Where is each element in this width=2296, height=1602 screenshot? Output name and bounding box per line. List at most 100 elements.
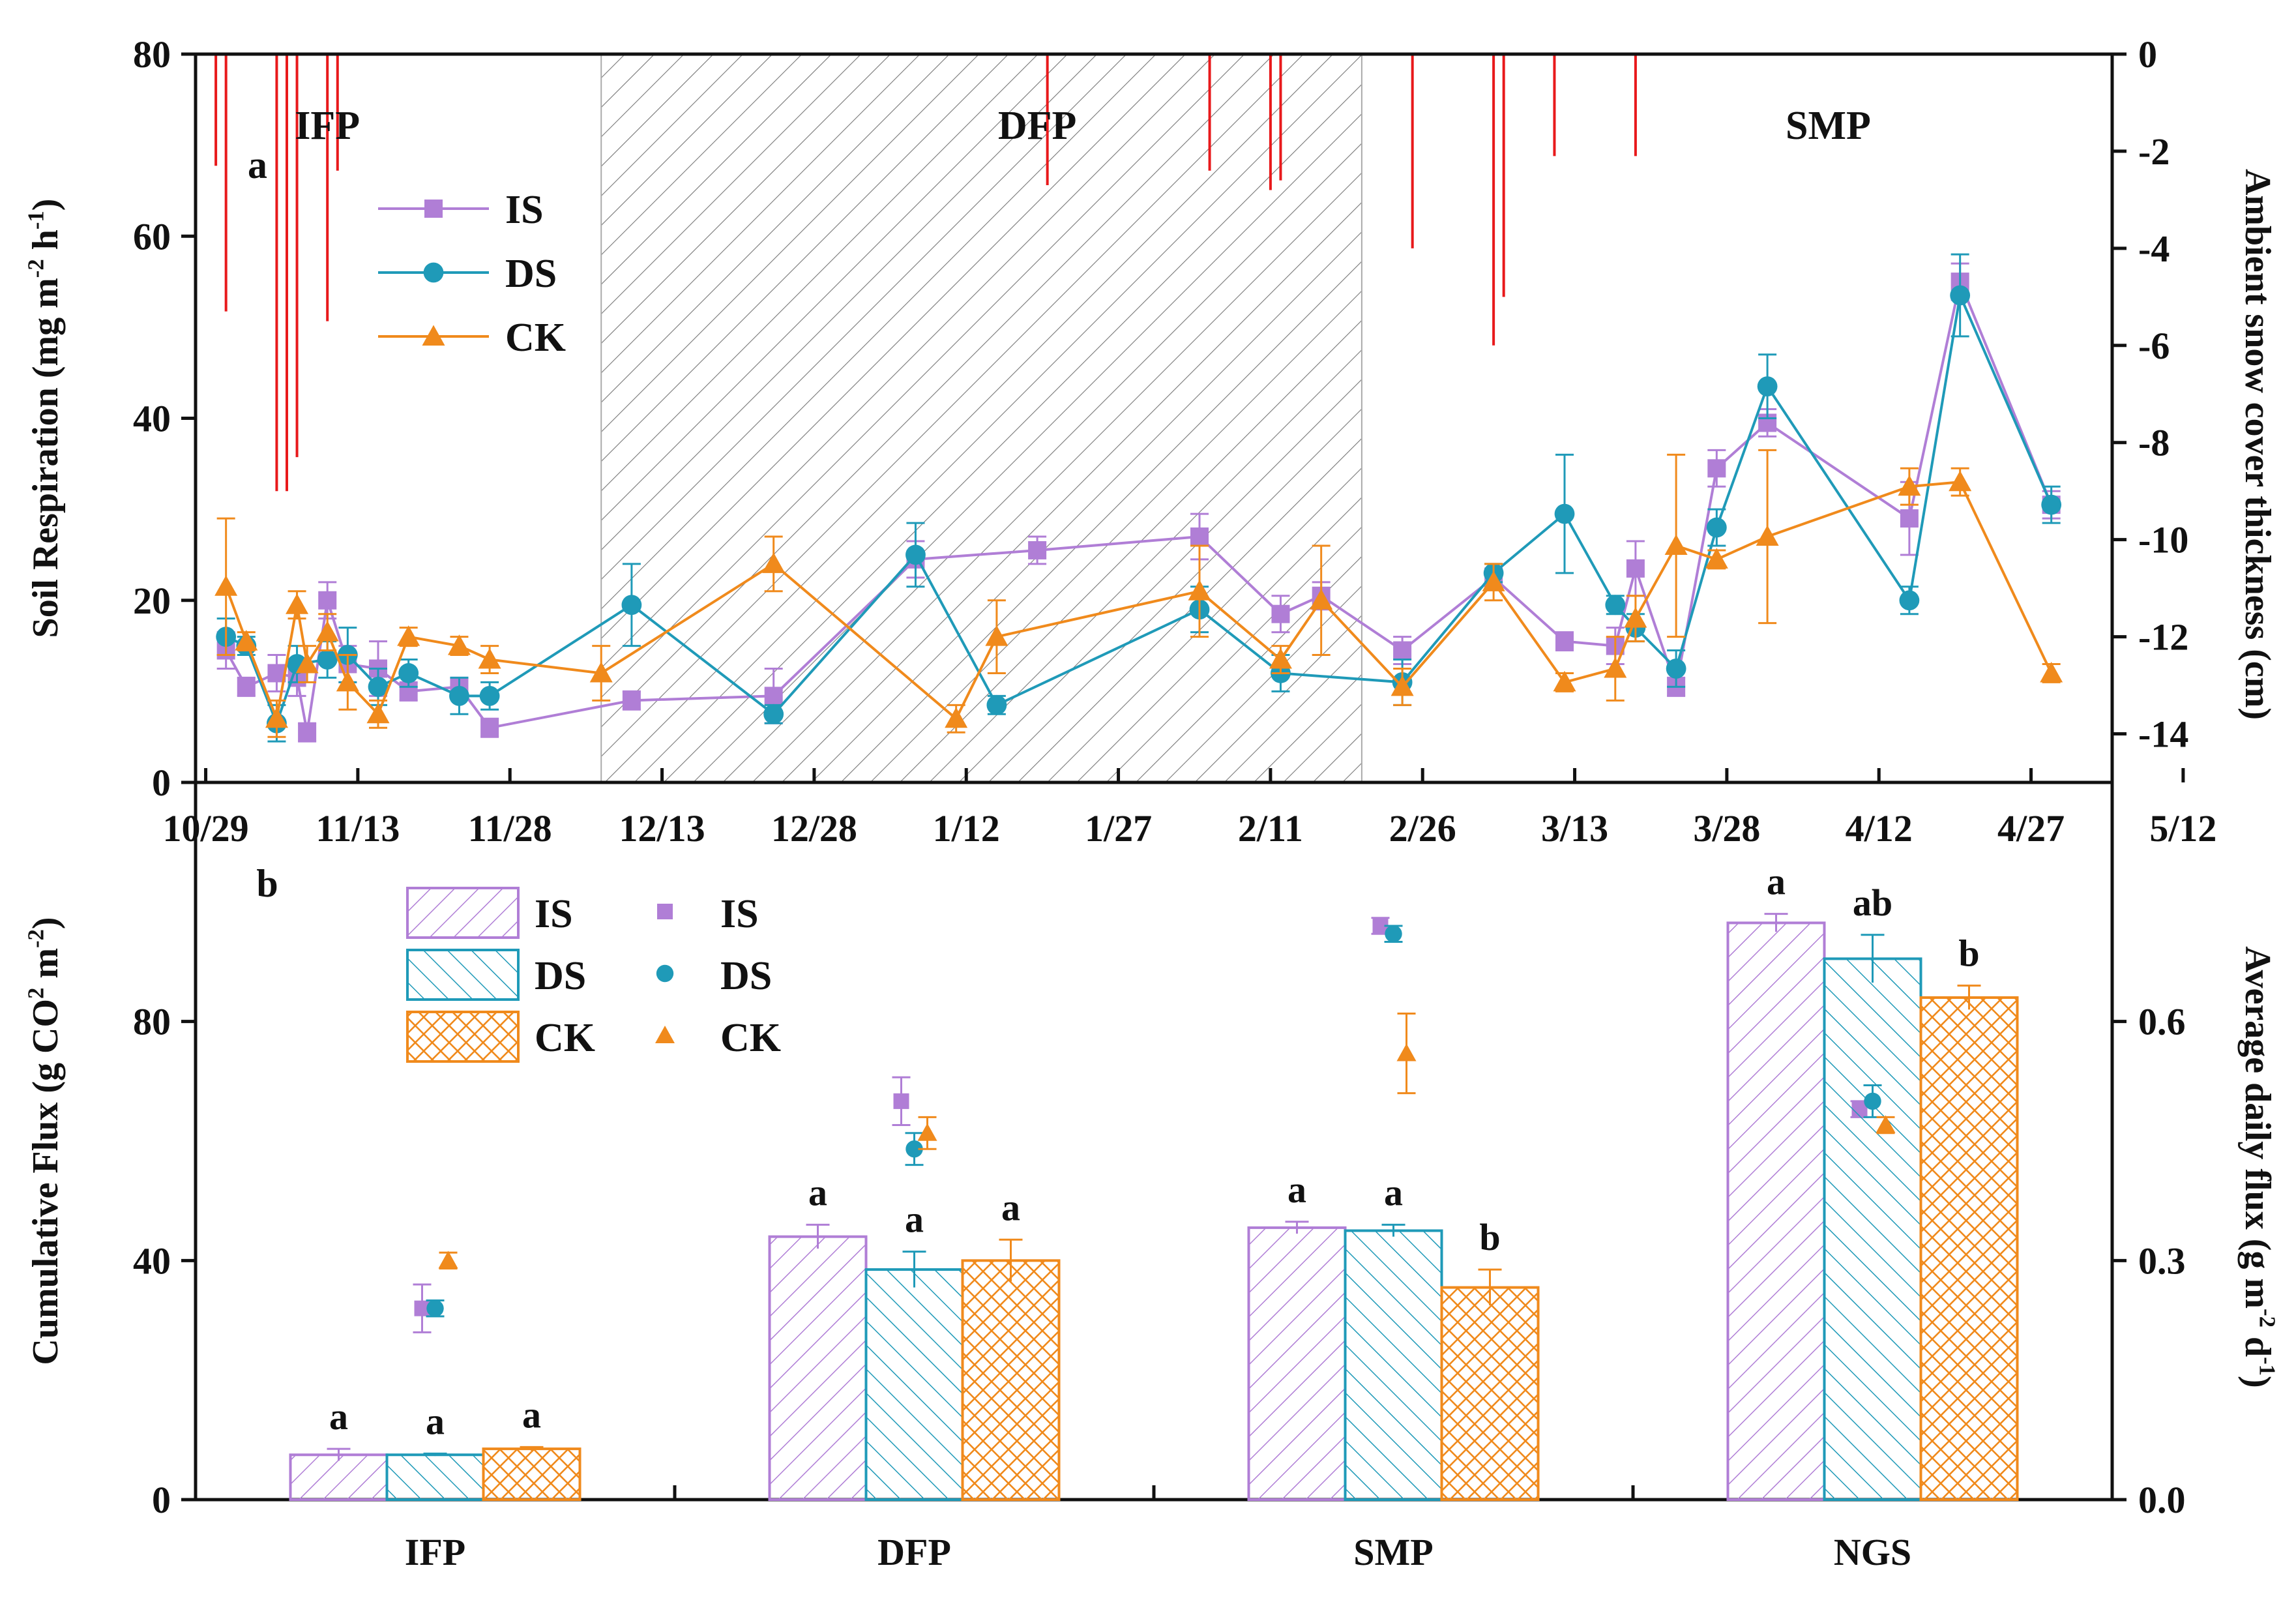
y-axis-label-b-part: -2 <box>23 929 49 948</box>
data-point-ds <box>368 676 389 697</box>
y-tick-label: 40 <box>133 398 171 440</box>
y-tick-label: 80 <box>133 33 171 76</box>
y2-tick-label: 0 <box>2138 33 2157 76</box>
y2-tick-label: -8 <box>2138 422 2170 464</box>
data-point-is <box>318 591 337 610</box>
data-point-is <box>480 719 499 737</box>
data-point-ds <box>1950 285 1971 306</box>
data-point-ck <box>985 625 1008 646</box>
x-tick-label: 3/28 <box>1693 807 1760 850</box>
data-point-ck <box>295 652 319 674</box>
data-point-ds <box>479 685 500 706</box>
significance-letter: b <box>1479 1216 1500 1258</box>
bar-ds <box>385 1453 485 1501</box>
legend-label: CK <box>505 316 566 360</box>
legend-point-label: IS <box>720 892 759 936</box>
data-point-is <box>298 723 317 742</box>
y2-axis-label-b-part: ) <box>2237 1376 2278 1388</box>
y2-axis-label-b-part: Average daily flux (g m <box>2237 946 2278 1309</box>
data-point-ds <box>1666 659 1686 679</box>
data-point-ck <box>945 707 968 728</box>
data-point-is <box>1707 459 1726 478</box>
period-label: SMP <box>1786 104 1871 148</box>
x-tick-label: 3/13 <box>1541 807 1608 850</box>
data-point-ds <box>1757 376 1778 397</box>
data-point-ck <box>336 670 359 692</box>
data-point-ck <box>1188 580 1211 601</box>
y-tick-label: 60 <box>133 215 171 258</box>
bar-is <box>768 1235 868 1501</box>
period-label: DFP <box>998 104 1077 148</box>
data-point-is <box>1028 541 1047 559</box>
legend-point-ck <box>655 1026 675 1043</box>
data-point-ck <box>1269 648 1292 669</box>
y2-axis-label-a: Ambient snow cover thickness (cm) <box>2237 169 2278 720</box>
x-tick-label: 12/13 <box>619 807 705 850</box>
bar-ck <box>1440 1286 1540 1502</box>
data-point-is <box>622 691 641 710</box>
significance-letter: a <box>1001 1186 1020 1228</box>
data-point-is <box>237 677 256 696</box>
data-point-ck <box>1756 525 1779 546</box>
bar-ds <box>864 1268 964 1502</box>
data-point-is <box>1190 527 1209 546</box>
y-tick-label: 20 <box>133 580 171 622</box>
data-point-ds <box>398 663 419 683</box>
data-point-ck <box>1664 534 1688 555</box>
bar-ck <box>1919 996 2019 1501</box>
daily-point-ck <box>1876 1115 1896 1133</box>
data-point-ck <box>366 702 390 724</box>
panel-label-b: b <box>256 862 278 905</box>
significance-letter: a <box>329 1395 348 1438</box>
data-point-ck <box>478 648 501 669</box>
data-point-ds <box>1605 595 1626 616</box>
data-point-ck <box>1949 470 1972 492</box>
y2-tick-label: 0.6 <box>2138 1001 2186 1043</box>
legend-bar-label: IS <box>535 892 573 936</box>
data-point-ds <box>1706 517 1727 538</box>
daily-point-ck <box>917 1123 937 1141</box>
data-point-ck <box>2040 661 2063 683</box>
legend-swatch-ck <box>406 1011 520 1063</box>
significance-letter: a <box>522 1393 541 1436</box>
x-category-label: SMP <box>1353 1531 1433 1573</box>
y2-tick-label: -2 <box>2138 130 2170 173</box>
data-point-ck <box>235 630 258 651</box>
legend-swatch-is <box>406 887 520 939</box>
data-point-ck <box>1391 675 1414 696</box>
significance-letter: a <box>808 1171 827 1213</box>
legend-swatch-ds <box>406 949 520 1001</box>
shaded-period-dfp <box>600 53 1362 783</box>
data-point-ck <box>1898 475 1921 496</box>
data-point-ck <box>447 634 471 655</box>
significance-letter: b <box>1958 932 1979 975</box>
y-axis-label-a-part: -2 <box>23 259 49 278</box>
data-point-ds <box>986 694 1007 715</box>
bar-ds <box>1823 957 1922 1501</box>
daily-point-ds <box>1385 925 1402 943</box>
legend-marker-ds <box>423 262 444 283</box>
x-tick-label: 2/11 <box>1238 807 1303 850</box>
y2-axis-label-b-part: d <box>2237 1328 2278 1357</box>
data-point-ck <box>1310 589 1333 610</box>
y2-tick-label: 0.0 <box>2138 1479 2186 1521</box>
x-tick-label: 2/26 <box>1389 807 1456 850</box>
daily-point-ds <box>426 1299 444 1317</box>
x-tick-label: 11/28 <box>468 807 552 850</box>
y-tick-label: 40 <box>133 1239 171 1282</box>
data-point-ck <box>397 625 420 646</box>
period-label: IFP <box>295 104 360 148</box>
data-point-ck <box>1482 571 1505 591</box>
bar-is <box>1247 1226 1347 1501</box>
significance-letter: a <box>1288 1168 1306 1211</box>
y-axis-label-a-part: Soil Respiration (mg m <box>25 278 66 638</box>
daily-point-ck <box>438 1251 458 1269</box>
y-axis-label-b: Cumulative Flux (g CO2 m-2) <box>23 917 66 1365</box>
data-point-ck <box>1705 548 1728 569</box>
data-point-ck <box>265 707 288 728</box>
x-tick-label: 5/12 <box>2149 807 2216 850</box>
x-tick-label: 4/12 <box>1846 807 1913 850</box>
panel-a-time-series: 0 20 40 60 80 0 -2 -4 -6 -8 -10 -12 -14 10/29 11/13 11/… <box>23 33 2278 850</box>
panel-label-a: a <box>248 143 267 186</box>
